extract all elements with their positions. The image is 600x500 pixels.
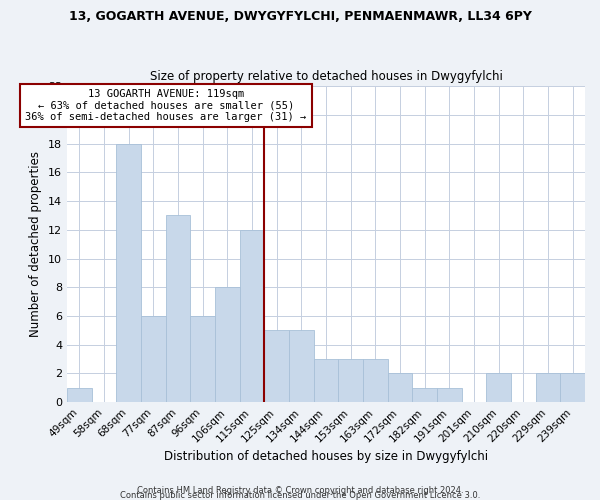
X-axis label: Distribution of detached houses by size in Dwygyfylchi: Distribution of detached houses by size …	[164, 450, 488, 462]
Bar	[215, 288, 240, 402]
Y-axis label: Number of detached properties: Number of detached properties	[29, 151, 43, 337]
Bar	[240, 230, 265, 402]
Bar	[141, 316, 166, 402]
Bar	[166, 216, 190, 402]
Text: 13, GOGARTH AVENUE, DWYGYFYLCHI, PENMAENMAWR, LL34 6PY: 13, GOGARTH AVENUE, DWYGYFYLCHI, PENMAEN…	[68, 10, 532, 23]
Bar	[560, 374, 585, 402]
Bar	[314, 359, 338, 402]
Bar	[265, 330, 289, 402]
Bar	[338, 359, 363, 402]
Text: 13 GOGARTH AVENUE: 119sqm
← 63% of detached houses are smaller (55)
36% of semi-: 13 GOGARTH AVENUE: 119sqm ← 63% of detac…	[25, 89, 307, 122]
Bar	[412, 388, 437, 402]
Bar	[363, 359, 388, 402]
Title: Size of property relative to detached houses in Dwygyfylchi: Size of property relative to detached ho…	[149, 70, 502, 84]
Bar	[190, 316, 215, 402]
Bar	[116, 144, 141, 402]
Bar	[67, 388, 92, 402]
Text: Contains public sector information licensed under the Open Government Licence 3.: Contains public sector information licen…	[120, 491, 480, 500]
Bar	[536, 374, 560, 402]
Bar	[388, 374, 412, 402]
Bar	[437, 388, 461, 402]
Bar	[289, 330, 314, 402]
Text: Contains HM Land Registry data © Crown copyright and database right 2024.: Contains HM Land Registry data © Crown c…	[137, 486, 463, 495]
Bar	[487, 374, 511, 402]
